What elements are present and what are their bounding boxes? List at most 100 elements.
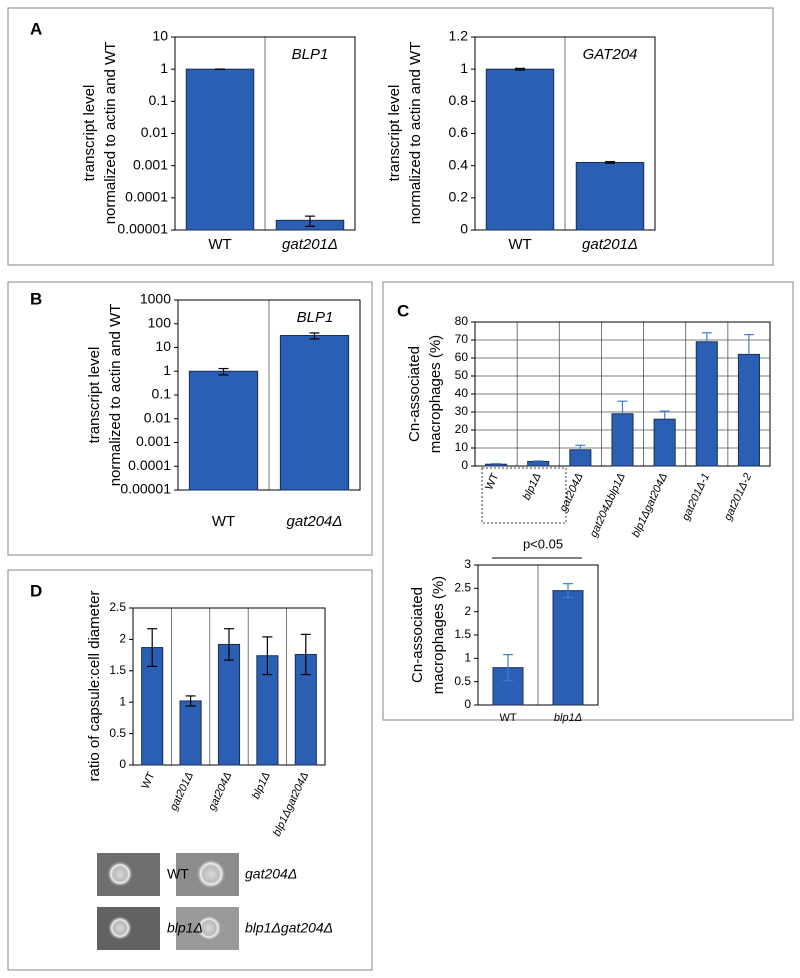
image-label: gat204Δ: [245, 866, 297, 882]
x-tick-label: WT: [499, 712, 516, 724]
annotation: p<0.05: [523, 536, 563, 551]
y-axis-label: normalized to actin and WT: [407, 42, 424, 225]
error-bar: [218, 367, 229, 376]
y-tick-label: 1: [464, 651, 471, 665]
bar: [185, 68, 255, 231]
bar: [575, 161, 645, 231]
x-tick-label: gat204Δ: [206, 770, 234, 812]
micrograph-cell: [196, 859, 226, 889]
y-tick-label: 3: [464, 557, 471, 571]
y-tick-label: 30: [455, 404, 469, 418]
y-tick-label: 0.0001: [125, 189, 168, 205]
error-bar: [503, 653, 513, 682]
error-bar: [533, 460, 544, 462]
y-tick-label: 0: [461, 458, 468, 472]
y-axis-label: transcript level: [81, 85, 98, 182]
x-tick-label: gat204Δblp1Δ: [588, 471, 628, 539]
error-bar: [300, 633, 311, 676]
panel-box: [7, 7, 774, 266]
panel-label: D: [30, 581, 42, 600]
y-tick-label: 1: [160, 60, 168, 76]
bar: [569, 449, 592, 467]
panel-box: [7, 569, 373, 971]
y-tick-label: 0: [464, 697, 471, 711]
bar: [179, 700, 202, 766]
error-bar: [563, 583, 573, 599]
y-tick-label: 80: [455, 314, 469, 328]
x-tick-label: WT: [212, 513, 235, 530]
annotation: BLP1: [292, 46, 329, 63]
panel-label: B: [30, 289, 42, 308]
error-bar: [659, 410, 670, 420]
y-tick-label: 70: [455, 332, 469, 346]
panel-label: A: [30, 19, 42, 38]
image-label: blp1Δgat204Δ: [245, 920, 333, 936]
y-axis-label: macrophages (%): [427, 335, 444, 453]
panel-label: C: [397, 301, 409, 320]
micrograph-cell: [108, 916, 132, 940]
y-tick-label: 10: [155, 338, 171, 354]
x-tick-label: gat201Δ: [582, 236, 638, 253]
bar: [485, 68, 555, 231]
y-tick-label: 1.2: [449, 28, 469, 44]
error-bar: [491, 463, 502, 465]
y-axis-label: normalized to actin and WT: [102, 42, 119, 225]
x-tick-label: gat204Δ: [287, 513, 343, 530]
y-tick-label: 100: [148, 314, 172, 330]
plot-frame: [174, 36, 356, 231]
bar: [653, 418, 676, 467]
error-bar: [309, 332, 320, 340]
x-tick-label: blp1Δgat204Δ: [630, 471, 670, 539]
x-tick-label: blp1Δgat204Δ: [271, 770, 311, 838]
y-tick-label: 0.4: [449, 156, 469, 172]
micrograph-cell: [107, 861, 133, 887]
x-tick-label: blp1Δ: [554, 712, 582, 724]
x-tick-label: WT: [139, 770, 157, 791]
bar: [552, 590, 584, 706]
y-tick-label: 0: [119, 757, 126, 771]
bar: [695, 341, 718, 467]
y-tick-label: 50: [455, 368, 469, 382]
x-tick-label: WT: [483, 471, 501, 492]
y-tick-label: 0.1: [149, 92, 169, 108]
y-tick-label: 1: [460, 60, 468, 76]
plot-frame: [477, 564, 599, 706]
y-tick-label: 0.2: [449, 189, 469, 205]
bar: [485, 463, 508, 467]
annotation: BLP1: [297, 309, 334, 326]
y-tick-label: 2: [464, 604, 471, 618]
error-bar: [262, 636, 273, 676]
error-bar: [305, 215, 315, 227]
y-axis-label: macrophages (%): [430, 576, 447, 694]
y-tick-label: 10: [152, 28, 168, 44]
error-bar: [224, 628, 234, 661]
error-bar: [575, 444, 586, 450]
y-tick-label: 1: [163, 362, 171, 378]
x-tick-label: gat204Δ: [557, 471, 585, 513]
x-tick-label: WT: [208, 236, 231, 253]
highlight-box: [481, 467, 567, 524]
y-tick-label: 1.5: [454, 627, 471, 641]
y-tick-label: 1.5: [109, 663, 126, 677]
y-axis-label: Cn-associated: [406, 346, 423, 442]
y-tick-label: 0.6: [449, 124, 469, 140]
y-tick-label: 0.001: [133, 156, 168, 172]
x-tick-label: gat201Δ-1: [680, 471, 712, 522]
x-tick-label: blp1Δ: [521, 471, 544, 502]
y-tick-label: 0: [460, 221, 468, 237]
bar: [527, 461, 550, 467]
y-tick-label: 0.01: [141, 124, 168, 140]
image-label: WT: [167, 866, 189, 882]
y-tick-label: 0.5: [109, 726, 126, 740]
plot-frame: [474, 36, 656, 231]
y-tick-label: 1000: [140, 291, 171, 307]
capsule-images: WT gat204Δ blp1Δ blp1Δgat204Δ: [97, 853, 333, 950]
y-tick-label: 60: [455, 350, 469, 364]
plot-frame: [177, 299, 361, 491]
y-tick-label: 40: [455, 386, 469, 400]
y-tick-label: 20: [455, 422, 469, 436]
image-label: blp1Δ: [167, 920, 203, 936]
y-axis-label: Cn-associated: [409, 587, 426, 683]
y-tick-label: 10: [455, 440, 469, 454]
error-bar: [701, 332, 712, 342]
